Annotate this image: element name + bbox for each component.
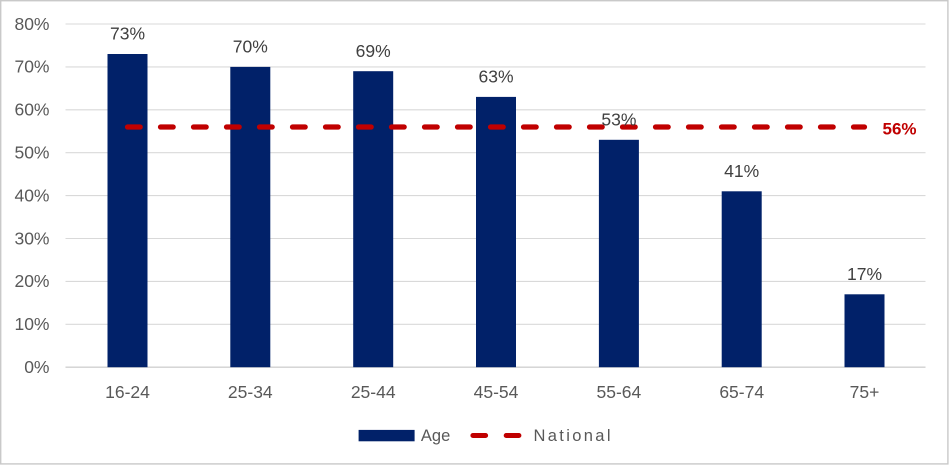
svg-text:25-34: 25-34 (228, 382, 273, 402)
svg-text:0%: 0% (24, 357, 49, 377)
svg-text:20%: 20% (14, 271, 49, 291)
svg-text:80%: 80% (14, 14, 49, 34)
svg-text:60%: 60% (14, 100, 49, 120)
svg-text:Age: Age (421, 427, 450, 445)
svg-text:70%: 70% (14, 57, 49, 77)
svg-text:45-54: 45-54 (474, 382, 519, 402)
svg-text:55-64: 55-64 (597, 382, 642, 402)
svg-text:40%: 40% (14, 185, 49, 205)
svg-text:63%: 63% (478, 67, 513, 87)
svg-text:65-74: 65-74 (719, 382, 764, 402)
svg-text:10%: 10% (14, 314, 49, 334)
svg-text:70%: 70% (233, 37, 268, 57)
svg-text:41%: 41% (724, 161, 759, 181)
svg-text:30%: 30% (14, 228, 49, 248)
svg-text:75+: 75+ (850, 382, 880, 402)
svg-text:25-44: 25-44 (351, 382, 396, 402)
svg-text:73%: 73% (110, 24, 145, 44)
svg-text:50%: 50% (14, 143, 49, 163)
svg-text:National: National (534, 427, 611, 445)
svg-text:69%: 69% (356, 41, 391, 61)
svg-text:56%: 56% (883, 119, 917, 138)
svg-text:53%: 53% (601, 109, 636, 129)
svg-text:17%: 17% (847, 264, 882, 284)
svg-text:16-24: 16-24 (105, 382, 150, 402)
